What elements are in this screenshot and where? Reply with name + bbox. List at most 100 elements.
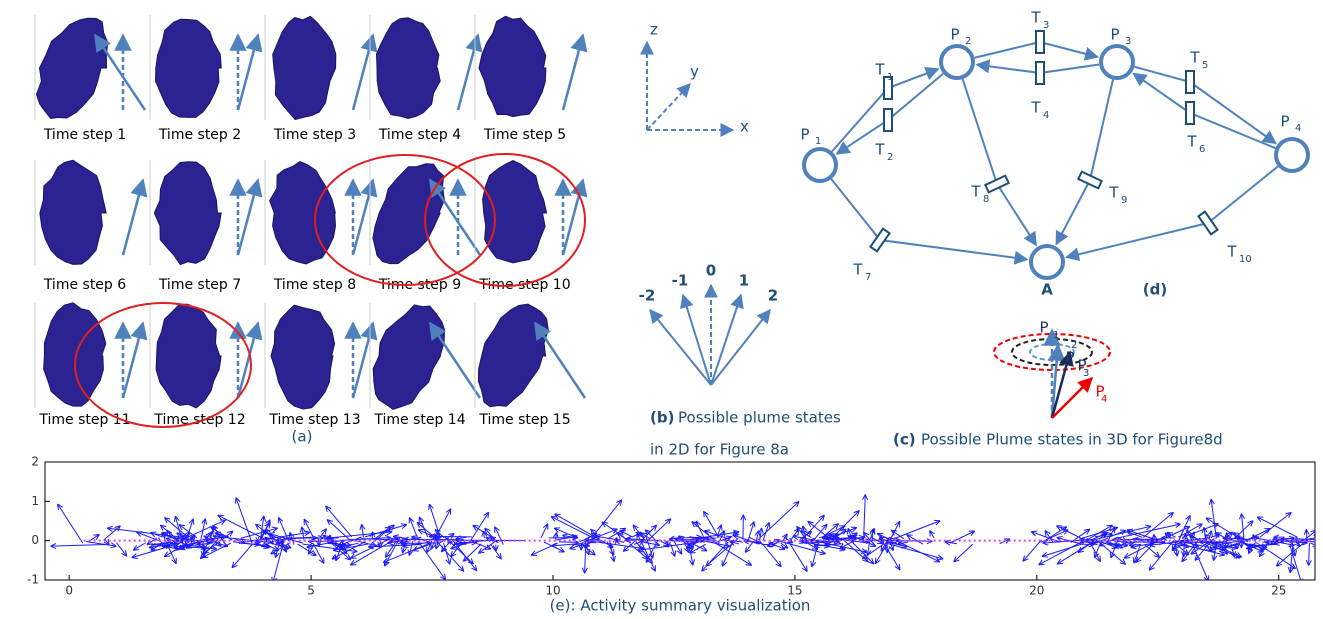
place-label: A xyxy=(1041,281,1053,299)
arc xyxy=(1040,42,1098,57)
state-arrow xyxy=(563,35,583,110)
step-label: Time step 8 xyxy=(273,277,356,293)
arc xyxy=(1040,65,1099,73)
caption: (e): Activity summary visualization xyxy=(550,597,811,615)
place-node xyxy=(804,149,836,181)
arc xyxy=(1090,80,1113,180)
arc xyxy=(880,240,1027,259)
plume-image xyxy=(35,160,143,265)
state-sub: 1 xyxy=(1053,330,1059,341)
vector-head xyxy=(1216,533,1222,534)
state-sub: 2 xyxy=(1071,340,1077,351)
place-node xyxy=(1101,46,1133,78)
arc xyxy=(963,79,997,184)
state-arrow xyxy=(650,310,711,385)
caption: Possible plume states xyxy=(678,409,841,427)
plume xyxy=(154,162,221,265)
x-tick-label: 20 xyxy=(1029,584,1044,598)
state-label: -1 xyxy=(672,272,689,290)
vector-head xyxy=(1214,534,1220,535)
state-arrow xyxy=(123,180,143,255)
state-label: 0 xyxy=(706,262,716,280)
state-arrow xyxy=(711,295,741,385)
vector-head xyxy=(1298,580,1302,584)
panel-tag: (d) xyxy=(1143,281,1167,299)
plume-image xyxy=(150,160,258,265)
step-label: Time step 5 xyxy=(483,127,566,143)
plume-image xyxy=(475,303,585,408)
plume xyxy=(270,162,336,264)
transition-label: T xyxy=(1030,9,1041,27)
place-label: P xyxy=(800,126,809,144)
vector-head xyxy=(1133,557,1134,563)
arc xyxy=(1066,223,1208,257)
step-label: Time step 12 xyxy=(153,412,245,428)
x-tick-label: 10 xyxy=(545,584,560,598)
plume-image xyxy=(265,160,373,265)
plume xyxy=(156,19,222,117)
step-label: Time step 6 xyxy=(43,277,126,293)
state-arrow xyxy=(535,323,585,398)
plume xyxy=(37,18,108,118)
arc xyxy=(888,74,943,120)
step-label: Time step 14 xyxy=(373,412,465,428)
axis-arrow xyxy=(647,84,690,130)
vector xyxy=(1314,535,1323,538)
vector-head xyxy=(746,565,752,566)
transition-node xyxy=(1186,71,1194,93)
plume-image xyxy=(475,15,583,120)
step-label: Time step 7 xyxy=(158,277,241,293)
vector-head xyxy=(704,530,710,531)
y-tick-label: 2 xyxy=(31,455,39,469)
arc xyxy=(974,42,1040,58)
place-label: P xyxy=(1110,26,1119,44)
state-label: P xyxy=(1039,319,1048,337)
state-sub: 3 xyxy=(1083,368,1089,379)
arc xyxy=(1208,166,1278,223)
axis-label: x xyxy=(740,118,749,136)
plume-image xyxy=(35,303,143,408)
caption: in 2D for Figure 8a xyxy=(650,441,789,459)
step-label: Time step 13 xyxy=(268,412,360,428)
figure: Time step 1Time step 2Time step 3Time st… xyxy=(0,0,1323,619)
state-arrow xyxy=(711,310,770,385)
transition-sub: 3 xyxy=(1043,20,1049,31)
transition-node xyxy=(985,176,1008,193)
transition-node xyxy=(1036,62,1044,84)
transition-node xyxy=(884,109,892,131)
plume xyxy=(44,303,106,406)
arc xyxy=(831,179,880,240)
plume-image xyxy=(265,303,373,409)
transition-label: T xyxy=(1108,184,1119,202)
y-tick-label: 0 xyxy=(31,533,39,547)
vector-head xyxy=(721,525,722,531)
step-label: Time step 3 xyxy=(273,127,356,143)
state-arrow xyxy=(123,323,143,398)
vector-head xyxy=(570,549,576,550)
state-arrow xyxy=(238,180,258,255)
state-arrow xyxy=(238,35,258,110)
place-node xyxy=(1031,246,1063,278)
plume-image xyxy=(150,15,258,120)
transition-sub: 5 xyxy=(1202,60,1208,71)
step-label: Time step 2 xyxy=(158,127,241,143)
x-tick-label: 5 xyxy=(307,584,315,598)
plume xyxy=(483,161,547,263)
transition-node xyxy=(1186,102,1194,124)
vector-head xyxy=(235,498,236,504)
panel-tag: (c) xyxy=(893,431,916,449)
state-label: -2 xyxy=(639,287,656,305)
vector-head xyxy=(1079,539,1085,540)
transition-sub: 8 xyxy=(983,194,989,205)
arc xyxy=(1056,180,1090,244)
transition-node xyxy=(1078,172,1101,189)
transition-sub: 6 xyxy=(1199,144,1205,155)
x-tick-label: 0 xyxy=(65,584,73,598)
x-tick-label: 25 xyxy=(1271,584,1286,598)
transition-label: T xyxy=(1189,49,1200,67)
vector xyxy=(559,542,579,543)
place-node xyxy=(1276,139,1308,171)
transition-label: T xyxy=(1226,243,1237,261)
vector-head xyxy=(429,504,430,510)
arc xyxy=(1190,113,1275,148)
